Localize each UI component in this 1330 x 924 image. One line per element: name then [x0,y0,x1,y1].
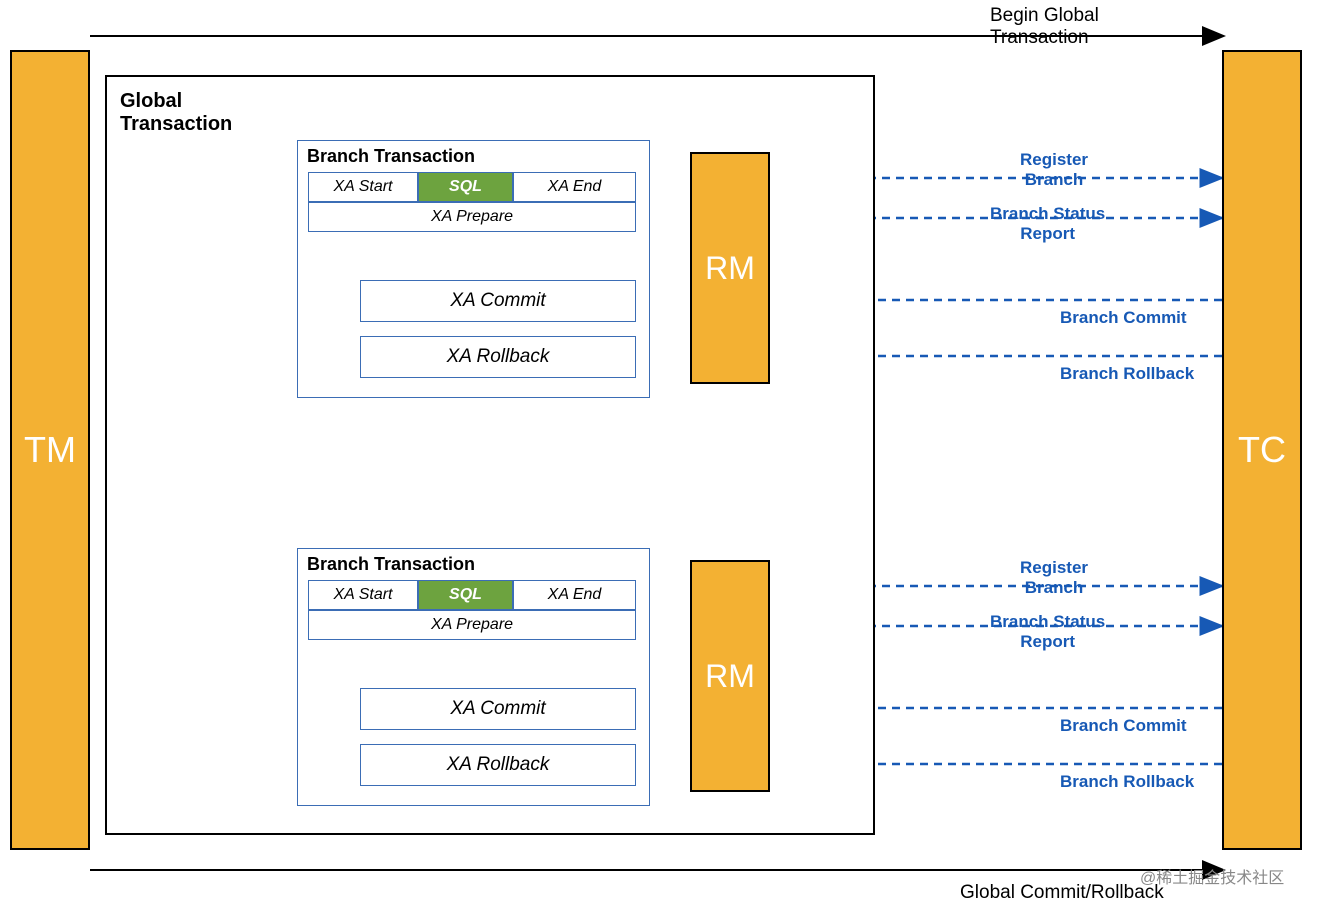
xa-prepare-cell: XA Prepare [308,610,636,640]
sql-cell: SQL [418,172,513,202]
xa-commit-cell: XA Commit [360,688,636,730]
tc-label: TC [1238,429,1286,471]
branch-title: Branch Transaction [307,146,475,167]
arrow-label-rollback: Branch Rollback [1060,364,1194,384]
xa-prepare-cell: XA Prepare [308,202,636,232]
rm-box: RM [690,560,770,792]
tc-box: TC [1222,50,1302,850]
arrow-label-register: Register Branch [1020,558,1088,597]
arrow-label-commit: Branch Commit [1060,716,1187,736]
arrow-label-commit: Branch Commit [1060,308,1187,328]
xa-end-cell: XA End [513,172,636,202]
watermark: @稀土掘金技术社区 [1140,864,1284,888]
rm-label: RM [705,658,755,695]
xa-commit-cell: XA Commit [360,280,636,322]
rm-label: RM [705,250,755,287]
arrow-label-status: Branch Status Report [990,204,1105,243]
tm-label: TM [24,429,76,471]
xa-rollback-cell: XA Rollback [360,744,636,786]
branch-title: Branch Transaction [307,554,475,575]
sql-cell: SQL [418,580,513,610]
rm-box: RM [690,152,770,384]
arrow-label-register: Register Branch [1020,150,1088,189]
tm-box: TM [10,50,90,850]
xa-start-cell: XA Start [308,172,418,202]
xa-end-cell: XA End [513,580,636,610]
arrow-label-status: Branch Status Report [990,612,1105,651]
arrow-label-rollback: Branch Rollback [1060,772,1194,792]
xa-start-cell: XA Start [308,580,418,610]
begin-global-label: Begin Global Transaction [990,5,1099,49]
global-transaction-title: Global Transaction [120,90,232,136]
xa-rollback-cell: XA Rollback [360,336,636,378]
global-commit-rollback-label: Global Commit/Rollback [960,882,1164,904]
